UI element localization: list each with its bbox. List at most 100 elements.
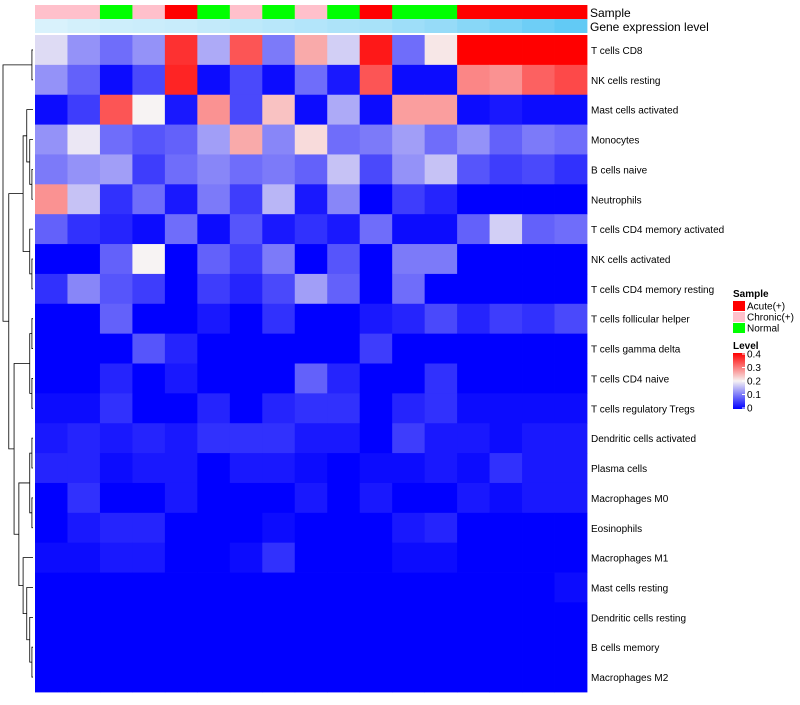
row-label: T cells CD4 naive bbox=[591, 374, 670, 385]
heatmap-cell bbox=[262, 632, 296, 663]
heatmap-cell bbox=[132, 602, 166, 633]
heatmap-cell bbox=[522, 393, 555, 424]
heatmap-cell bbox=[67, 154, 101, 185]
sample-annotation-cell bbox=[424, 5, 458, 19]
heatmap-cell bbox=[35, 124, 68, 155]
heatmap-cell bbox=[359, 632, 393, 663]
heatmap-cell bbox=[164, 154, 198, 185]
heatmap-cell bbox=[392, 64, 426, 96]
heatmap-cell bbox=[99, 512, 133, 544]
expression-annotation-cell bbox=[392, 19, 426, 33]
heatmap-cell bbox=[359, 393, 393, 424]
heatmap-cell bbox=[359, 662, 393, 693]
heatmap-cell bbox=[392, 184, 426, 215]
sample-annotation-cell bbox=[99, 5, 133, 19]
heatmap-cell bbox=[262, 64, 296, 96]
heatmap-cell bbox=[197, 64, 231, 96]
row-label: Macrophages M1 bbox=[591, 554, 669, 565]
heatmap-cell bbox=[359, 64, 393, 96]
row-label: B cells naive bbox=[591, 165, 648, 176]
legend-sample-label: Chronic(+) bbox=[747, 313, 794, 324]
heatmap-cell bbox=[294, 393, 328, 424]
expression-annotation-cell bbox=[197, 19, 231, 33]
legend-sample-swatch bbox=[733, 312, 745, 322]
heatmap-cell bbox=[262, 602, 296, 633]
heatmap-cell bbox=[359, 214, 393, 245]
heatmap-cell bbox=[262, 94, 296, 125]
sample-annotation-cell bbox=[294, 5, 328, 19]
row-label: NK cells resting bbox=[591, 76, 660, 87]
heatmap-cell bbox=[67, 244, 101, 275]
heatmap-cell bbox=[554, 632, 588, 663]
sample-annotation-cell bbox=[327, 5, 361, 19]
heatmap-cell bbox=[99, 184, 133, 215]
heatmap-cell bbox=[327, 393, 361, 424]
heatmap-cell bbox=[457, 214, 490, 245]
heatmap-cell bbox=[489, 303, 523, 335]
heatmap-cell bbox=[67, 572, 101, 603]
legend-sample-title: Sample bbox=[733, 289, 769, 300]
heatmap-cell bbox=[229, 94, 263, 125]
sample-annotation-cell bbox=[132, 5, 166, 19]
heatmap-cell bbox=[67, 124, 101, 155]
sample-annotation-cell bbox=[67, 5, 101, 19]
heatmap-cell bbox=[294, 94, 328, 125]
heatmap-cell bbox=[457, 453, 490, 484]
expression-annotation-cell bbox=[327, 19, 361, 33]
heatmap-cell bbox=[359, 184, 393, 215]
dendrogram-branch bbox=[29, 333, 32, 394]
heatmap-cell bbox=[67, 512, 101, 544]
row-label: B cells memory bbox=[591, 643, 659, 654]
dendrogram-branch bbox=[29, 228, 33, 275]
heatmap-cell bbox=[392, 512, 426, 544]
heatmap-cell bbox=[99, 333, 133, 364]
heatmap-cell bbox=[327, 94, 361, 125]
heatmap-cell bbox=[262, 363, 296, 394]
heatmap-cell bbox=[99, 214, 133, 245]
heatmap-cell bbox=[457, 184, 490, 215]
heatmap-cell bbox=[457, 662, 490, 693]
heatmap-cell bbox=[554, 333, 588, 364]
heatmap-cell bbox=[294, 602, 328, 633]
heatmap-cell bbox=[132, 662, 166, 693]
heatmap-cell bbox=[327, 35, 361, 66]
heatmap-cell bbox=[457, 632, 490, 663]
heatmap-cell bbox=[229, 303, 263, 335]
heatmap-cell bbox=[424, 35, 458, 66]
expression-annotation-cell bbox=[132, 19, 166, 33]
heatmap-cell bbox=[197, 273, 231, 305]
heatmap-cell bbox=[359, 363, 393, 394]
heatmap-cell bbox=[164, 572, 198, 603]
heatmap-cell bbox=[99, 602, 133, 633]
heatmap-cell bbox=[67, 64, 101, 96]
legend-sample-label: Acute(+) bbox=[747, 302, 785, 313]
row-label: T cells gamma delta bbox=[591, 345, 681, 356]
heatmap-cell bbox=[457, 94, 490, 125]
heatmap-cell bbox=[457, 512, 490, 544]
heatmap-cell bbox=[197, 35, 231, 66]
heatmap-cell bbox=[457, 423, 490, 454]
heatmap-cell bbox=[67, 214, 101, 245]
heatmap-cell bbox=[327, 423, 361, 454]
heatmap-cell bbox=[132, 184, 166, 215]
dendrogram-branch bbox=[31, 258, 33, 290]
heatmap-cell bbox=[554, 482, 588, 514]
heatmap-cell bbox=[294, 303, 328, 335]
heatmap-cell bbox=[197, 184, 231, 215]
heatmap-cell bbox=[489, 154, 523, 185]
heatmap-cell bbox=[99, 572, 133, 603]
dendrogram-branch bbox=[29, 452, 32, 514]
heatmap-cell bbox=[35, 482, 68, 514]
heatmap-cell bbox=[489, 94, 523, 125]
heatmap-cell bbox=[392, 572, 426, 603]
heatmap-cell bbox=[35, 154, 68, 185]
heatmap-cell bbox=[554, 572, 588, 603]
heatmap-cell bbox=[457, 602, 490, 633]
sample-annotation-cell bbox=[392, 5, 426, 19]
heatmap-cell bbox=[67, 423, 101, 454]
expression-annotation-cell bbox=[522, 19, 555, 33]
heatmap-cell bbox=[262, 393, 296, 424]
heatmap-cell bbox=[229, 482, 263, 514]
heatmap-cell bbox=[522, 363, 555, 394]
heatmap-cell bbox=[132, 333, 166, 364]
